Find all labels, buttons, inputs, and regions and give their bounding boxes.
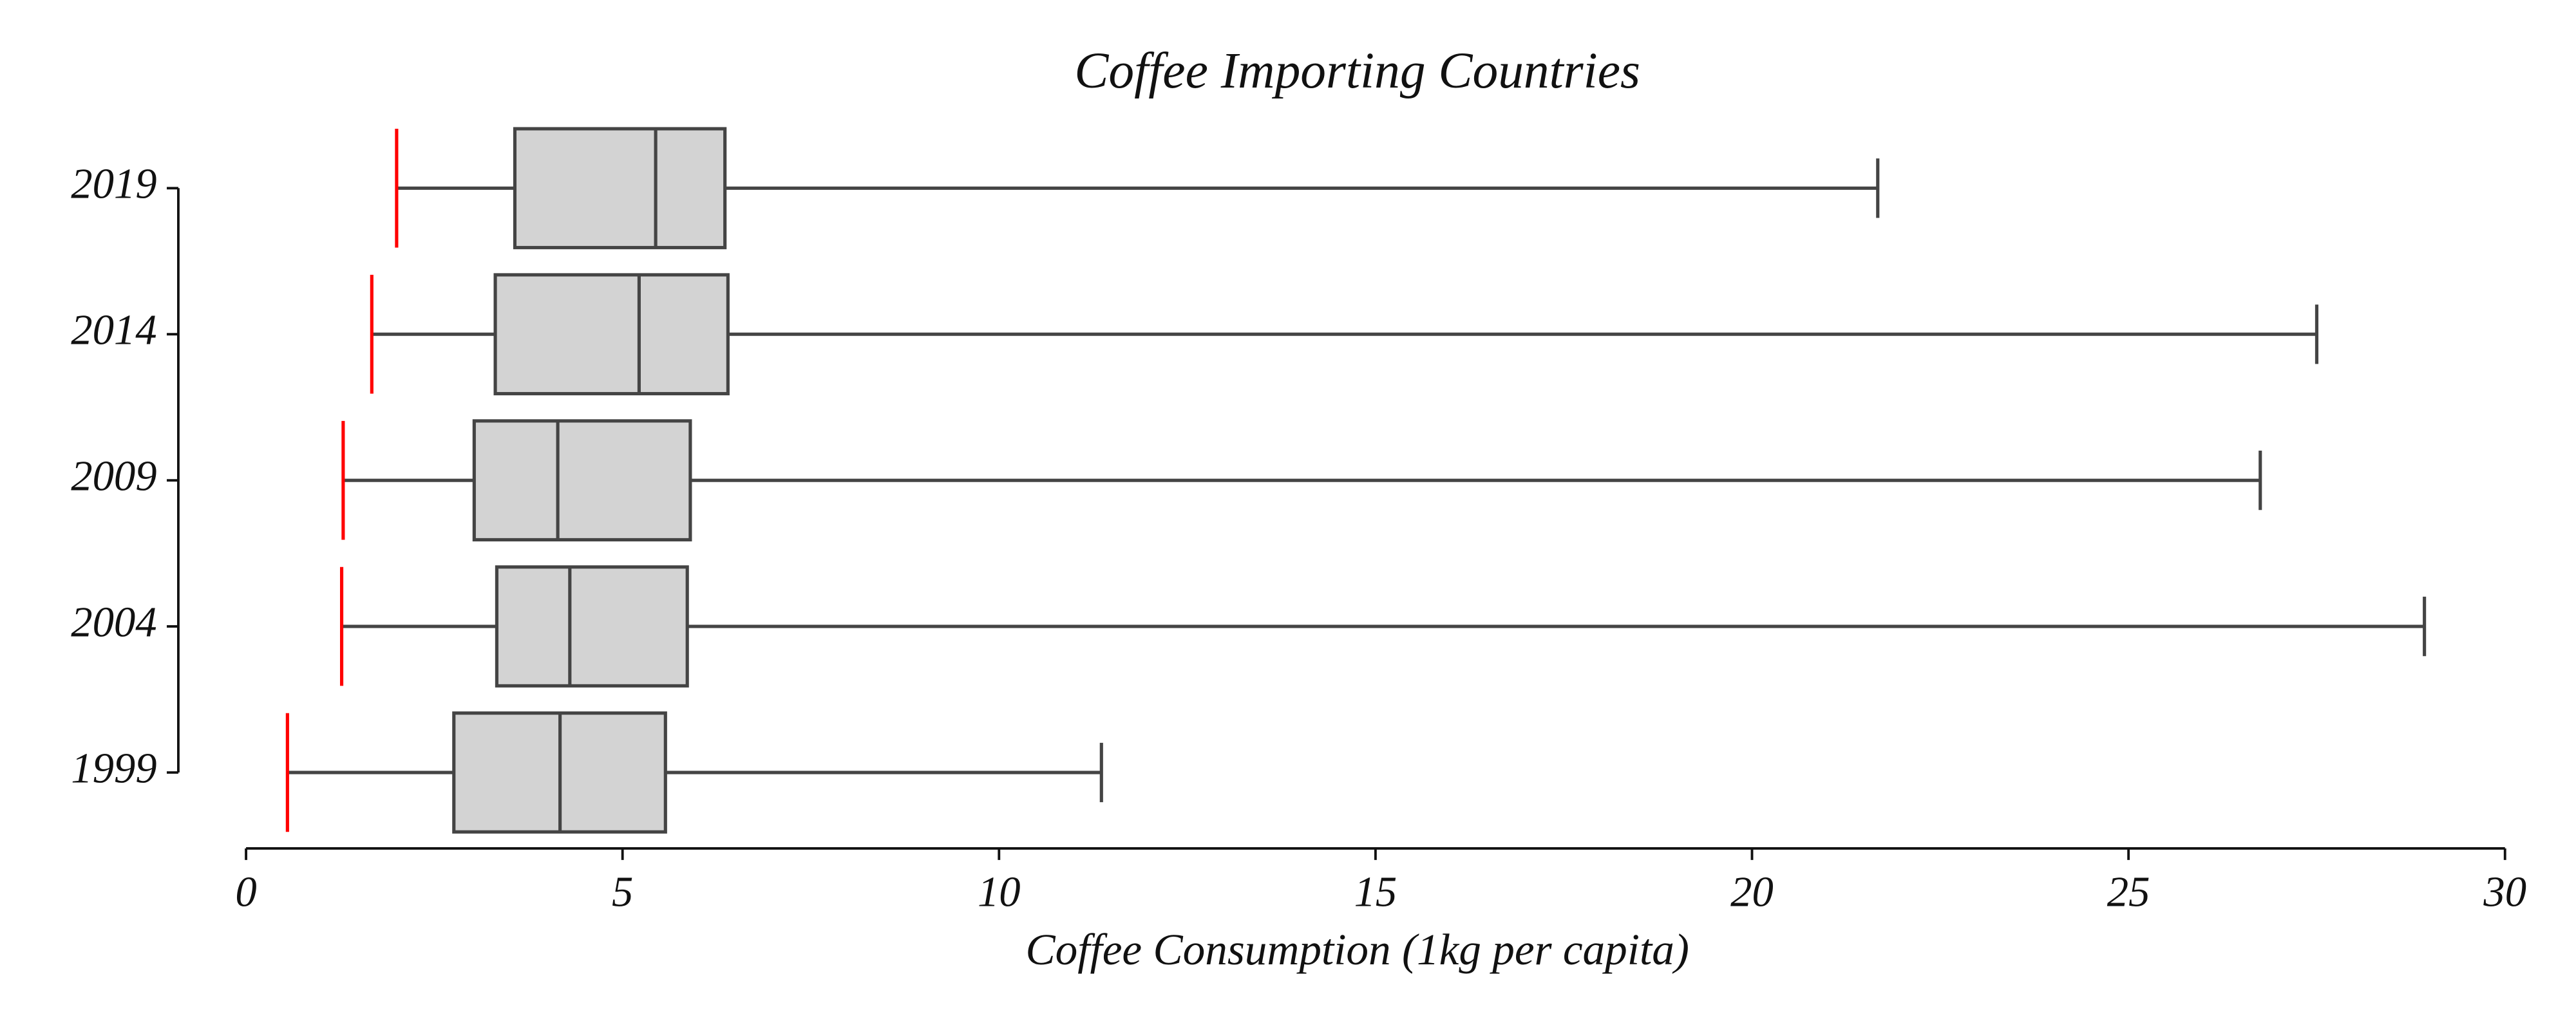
y-tick-label: 2004 [71, 599, 156, 646]
x-axis-label: Coffee Consumption (1kg per capita) [1025, 924, 1689, 974]
box [472, 419, 692, 542]
x-tick-label: 10 [978, 869, 1021, 916]
y-tick-label: 2014 [71, 307, 156, 354]
y-tick-label: 2019 [71, 161, 156, 208]
x-tick-label: 5 [612, 869, 633, 916]
x-tick-label: 15 [1354, 869, 1397, 916]
box [495, 565, 689, 688]
x-tick-label: 0 [235, 869, 256, 916]
y-tick-label: 2009 [71, 453, 156, 500]
box [513, 127, 727, 250]
x-tick-label: 30 [2483, 869, 2526, 916]
box [493, 273, 730, 396]
y-tick-label: 1999 [71, 745, 156, 792]
x-tick-label: 20 [1730, 869, 1774, 916]
x-tick-label: 25 [2107, 869, 2150, 916]
chart-title: Coffee Importing Countries [1074, 42, 1640, 99]
